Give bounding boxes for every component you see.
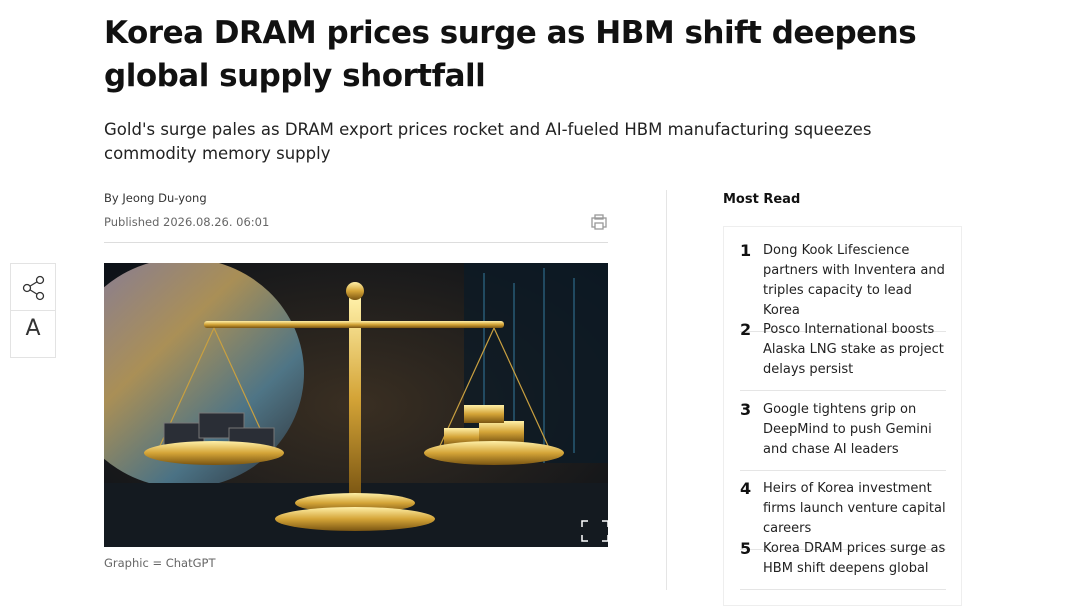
share-button[interactable]: [11, 264, 55, 310]
rank-number: 3: [740, 400, 752, 419]
most-read-item[interactable]: 2 Posco International boosts Alaska LNG s…: [740, 320, 946, 391]
subheadline: Gold's surge pales as DRAM export prices…: [104, 120, 872, 163]
item-title[interactable]: Google tightens grip on DeepMind to push…: [763, 402, 932, 457]
most-read-heading: Most Read: [723, 192, 801, 207]
most-read-item[interactable]: 4 Heirs of Korea investment firms launch …: [740, 479, 946, 550]
published-date: Published 2026.08.26. 06:01: [104, 215, 270, 229]
font-size-button[interactable]: A: [25, 316, 41, 341]
image-caption: Graphic = ChatGPT: [104, 556, 216, 570]
article-image: [104, 263, 608, 547]
item-title[interactable]: Dong Kook Lifescience partners with Inve…: [763, 243, 945, 318]
byline[interactable]: By Jeong Du-yong: [104, 191, 207, 205]
column-separator: [666, 190, 667, 590]
most-read-item[interactable]: 1 Dong Kook Lifescience partners with Inv…: [740, 241, 946, 332]
item-title[interactable]: Korea DRAM prices surge as HBM shift dee…: [763, 541, 946, 576]
divider: [104, 242, 608, 243]
item-title[interactable]: Posco International boosts Alaska LNG st…: [763, 322, 944, 377]
most-read-item[interactable]: 5 Korea DRAM prices surge as HBM shift de…: [740, 539, 946, 590]
side-toolbar: A: [10, 263, 56, 358]
rank-number: 1: [740, 241, 752, 260]
print-icon[interactable]: [590, 213, 608, 231]
headline: Korea DRAM prices surge as HBM shift dee…: [104, 15, 917, 94]
rank-number: 4: [740, 479, 752, 498]
item-title[interactable]: Heirs of Korea investment firms launch v…: [763, 481, 946, 536]
most-read-item[interactable]: 3 Google tightens grip on DeepMind to pus…: [740, 400, 946, 471]
rank-number: 5: [740, 539, 752, 558]
page: Korea DRAM prices surge as HBM shift dee…: [10, 15, 962, 606]
rank-number: 2: [740, 320, 752, 339]
